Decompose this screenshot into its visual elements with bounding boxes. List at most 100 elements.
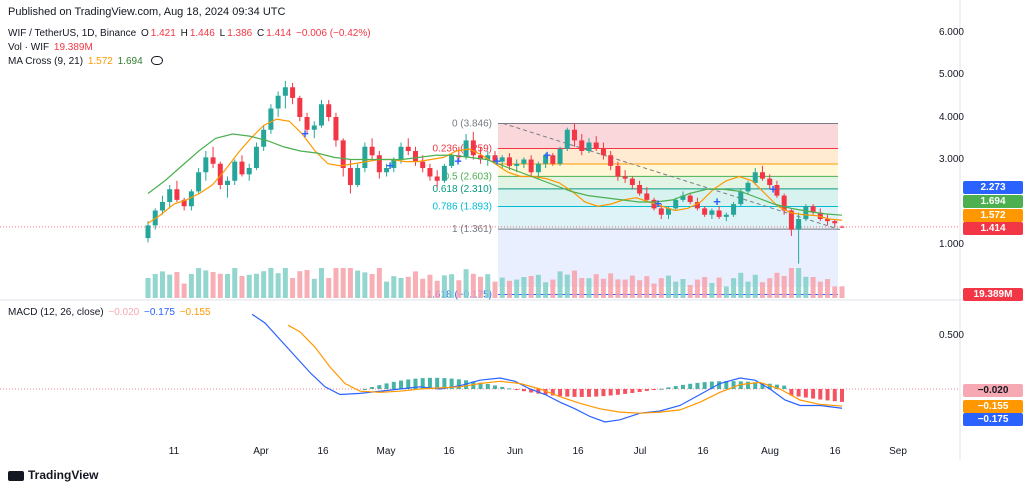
- candle-body: [217, 163, 223, 185]
- candle-body: [167, 189, 173, 202]
- price-label-ma-fast: 1.572: [963, 209, 1023, 222]
- ma-cross-marker: +: [543, 147, 551, 162]
- volume-bar: [311, 278, 317, 298]
- macd-tick: 0.500: [938, 330, 964, 341]
- fib-level-label: 0.5 (2.603): [444, 171, 492, 182]
- volume-bar: [658, 278, 664, 298]
- tradingview-logo[interactable]: TradingView: [8, 468, 98, 482]
- open-value: 1.421: [150, 28, 176, 39]
- volume-bar: [159, 271, 165, 298]
- volume-bar: [506, 280, 512, 298]
- volume-bar: [557, 271, 563, 298]
- price-label-ma-slow: 1.694: [963, 195, 1023, 208]
- macd-legend[interactable]: MACD (12, 26, close) −0.020 −0.175 −0.15…: [8, 307, 213, 318]
- macd-histogram-bar: [659, 388, 664, 390]
- volume-legend[interactable]: Vol · WIF 19.389M: [8, 42, 95, 53]
- macd-label-hist: −0.020: [963, 384, 1023, 397]
- volume-bar: [405, 276, 411, 298]
- candle-body: [514, 163, 520, 166]
- volume-bar: [774, 272, 780, 298]
- fib-level-label: 0.618 (2.310): [433, 184, 493, 195]
- price-label-fib: 2.273: [963, 181, 1023, 194]
- volume-bar: [434, 280, 440, 298]
- macd-histogram-bar: [543, 389, 548, 395]
- macd-histogram-bar: [478, 382, 483, 389]
- fib-level-label: 1 (1.361): [452, 224, 492, 235]
- fib-zone: [498, 123, 838, 149]
- candle-body: [774, 185, 780, 196]
- candle-body: [420, 161, 426, 168]
- candle-body: [347, 168, 353, 185]
- volume-bar: [702, 277, 708, 298]
- low-label: L: [219, 28, 226, 39]
- fib-level-label: 0 (3.846): [452, 119, 492, 130]
- symbol-legend[interactable]: WIF / TetherUS, 1D, Binance O 1.421 H 1.44…: [8, 28, 373, 39]
- ma-cross-legend[interactable]: MA Cross (9, 21) 1.572 1.694: [8, 55, 165, 67]
- high-label: H: [180, 28, 188, 39]
- macd-histogram-bar: [782, 385, 787, 389]
- volume-bar: [543, 282, 549, 298]
- low-value: 1.386: [227, 28, 253, 39]
- macd-histogram-bar: [507, 388, 512, 390]
- macd-histogram-bar: [362, 389, 367, 390]
- volume-bar: [550, 279, 556, 298]
- candle-body: [673, 199, 679, 209]
- macd-line: [251, 313, 843, 423]
- volume-bar: [152, 274, 158, 298]
- time-label: 16: [443, 446, 455, 457]
- volume-bar: [275, 273, 281, 298]
- fib-zone: [498, 188, 838, 207]
- time-label: 11: [168, 446, 180, 457]
- macd-histogram-bar: [427, 377, 432, 389]
- ma-cross-marker: +: [493, 154, 501, 169]
- candle-body: [817, 212, 823, 219]
- candle-body: [181, 199, 187, 207]
- candle-body: [723, 214, 729, 217]
- volume-bar: [586, 278, 592, 298]
- volume-bar: [731, 278, 737, 298]
- macd-histogram-bar: [840, 389, 844, 402]
- volume-bar: [217, 273, 223, 298]
- candle-body: [210, 157, 216, 164]
- candle-body: [174, 189, 180, 200]
- volume-bar: [600, 278, 606, 298]
- candle-body: [752, 172, 758, 183]
- candle-body: [441, 165, 447, 181]
- time-label: Jun: [506, 446, 524, 457]
- macd-histogram-bar: [514, 389, 519, 390]
- volume-bar: [304, 270, 310, 298]
- macd-histogram-bar: [565, 389, 570, 397]
- visibility-eye-icon[interactable]: [151, 55, 164, 65]
- candle-body: [825, 219, 831, 222]
- volume-bar: [167, 274, 173, 298]
- macd-histogram-bar: [753, 382, 758, 389]
- macd-histogram-bar: [536, 389, 541, 394]
- macd-histogram-bar: [717, 381, 722, 389]
- candle-body: [564, 129, 570, 149]
- volume-bar: [637, 280, 643, 298]
- volume-bar: [232, 268, 238, 298]
- volume-bar: [608, 273, 614, 298]
- volume-bar: [203, 270, 209, 298]
- volume-label: Vol · WIF: [8, 42, 50, 53]
- candle-body: [398, 146, 404, 160]
- candle-body: [521, 159, 527, 164]
- volume-bar: [709, 283, 715, 298]
- candle-body: [145, 225, 151, 239]
- macd-histogram-bar: [818, 389, 823, 400]
- volume-bar: [362, 272, 368, 298]
- volume-bar: [333, 268, 339, 298]
- candle-body: [680, 195, 686, 200]
- volume-bar: [391, 276, 397, 298]
- price-tick: 4.000: [938, 112, 964, 123]
- open-label: O: [140, 28, 149, 39]
- volume-bar: [384, 281, 390, 298]
- candle-body: [478, 155, 484, 160]
- fib-level-label: 0.236 (3.259): [433, 143, 493, 154]
- macd-histogram-bar: [688, 383, 693, 389]
- candle-body: [188, 191, 194, 207]
- candle-body: [796, 219, 802, 230]
- macd-histogram-bar: [803, 389, 808, 398]
- volume-bar: [803, 276, 809, 298]
